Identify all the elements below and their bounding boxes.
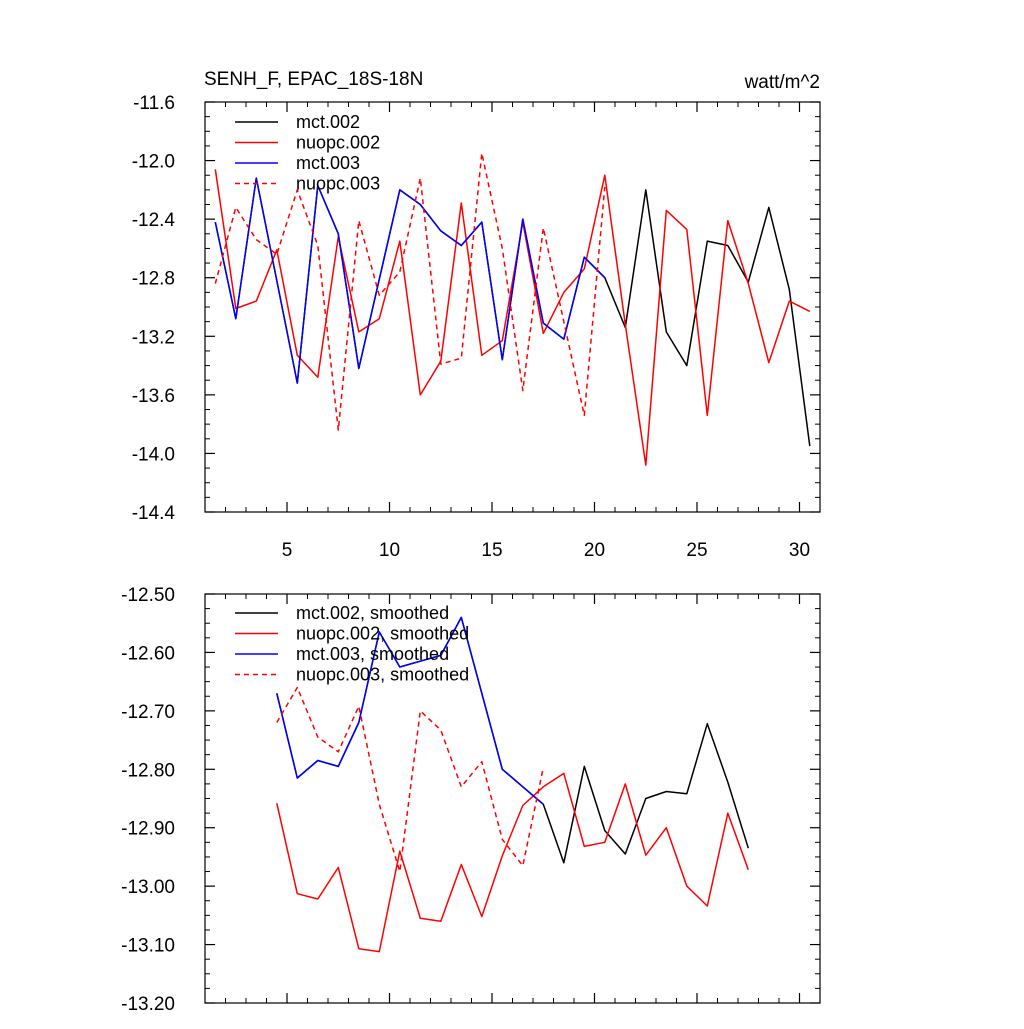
x-tick-label: 10	[379, 540, 400, 561]
units-label: watt/m^2	[744, 72, 820, 93]
y-tick-label: -13.2	[132, 327, 175, 348]
chart-title: SENH_F, EPAC_18S-18N	[204, 69, 423, 90]
series-line-2	[214, 169, 811, 466]
legend-label: nuopc.002, smoothed	[296, 624, 469, 644]
y-tick-label: -12.80	[121, 760, 175, 781]
bottom-panel: -12.50 -12.60 -12.70 -12.80 -12.90 -13.00 -13.…	[121, 585, 821, 1015]
y-tick-label: -12.90	[121, 819, 175, 840]
y-tick-label: -11.6	[133, 93, 175, 114]
y-tick-label: -12.50	[121, 585, 175, 606]
y-tick-label: -13.6	[132, 386, 175, 407]
top-panel: SENH_F, EPAC_18S-18N watt/m^2 5 10 15 20 25 3…	[132, 69, 821, 561]
series-line-3	[276, 616, 544, 805]
legend-label: mct.002	[296, 112, 360, 132]
x-tick-label: 15	[481, 540, 502, 561]
series-line-2	[276, 772, 750, 953]
series-line-4	[276, 686, 545, 873]
y-tick-label: -12.0	[132, 152, 175, 173]
series-line-3	[214, 177, 606, 384]
series-line-4	[214, 152, 606, 431]
x-tick-label: 30	[789, 540, 810, 561]
y-tick-label: -12.4	[132, 210, 176, 231]
legend-label: mct.002, smoothed	[296, 603, 449, 623]
legend-label: nuopc.003	[296, 174, 380, 194]
y-tick-label: -14.0	[132, 444, 175, 465]
y-tick-label: -13.00	[121, 877, 175, 898]
legend-label: mct.003, smoothed	[296, 644, 449, 664]
x-tick-label: 5	[282, 540, 293, 561]
y-tick-label: -12.60	[121, 643, 175, 664]
legend-label: nuopc.003, smoothed	[296, 665, 469, 685]
x-tick-label: 25	[686, 540, 707, 561]
y-tick-label: -13.10	[121, 936, 175, 957]
legend-label: mct.003	[296, 153, 360, 173]
y-tick-label: -14.4	[132, 503, 176, 524]
y-tick-label: -12.8	[132, 269, 175, 290]
x-tick-label: 20	[584, 540, 605, 561]
y-tick-label: -13.20	[121, 994, 175, 1015]
y-tick-label: -12.70	[121, 702, 175, 723]
legend-label: nuopc.002	[296, 133, 380, 153]
